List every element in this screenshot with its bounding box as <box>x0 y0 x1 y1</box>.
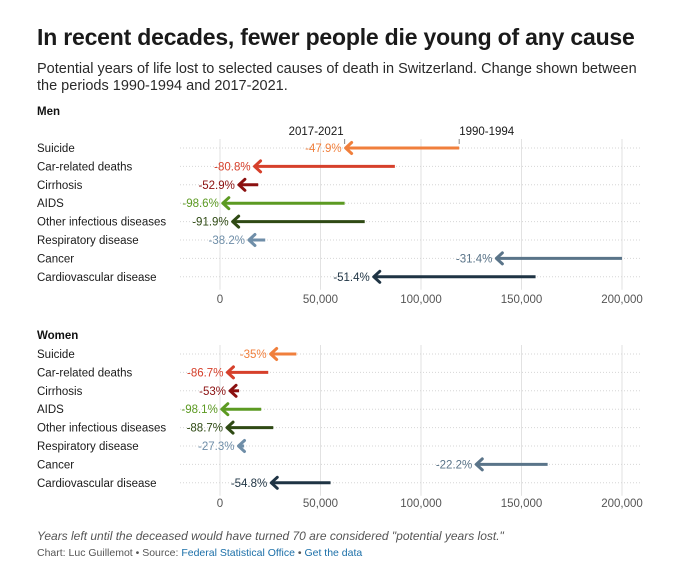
row-label: Cardiovascular disease <box>37 478 157 490</box>
x-tick-label: 100,000 <box>400 294 442 306</box>
percent-change-label: -47.9% <box>305 143 341 155</box>
arrow-head <box>344 141 354 155</box>
arrow-head <box>237 177 247 192</box>
arrow-head <box>225 365 235 380</box>
percent-change-label: -80.8% <box>214 161 250 173</box>
arrow-head <box>225 420 235 435</box>
x-tick-label: 50,000 <box>303 294 338 306</box>
row-label: Car-related deaths <box>37 161 132 173</box>
percent-change-label: -53% <box>199 386 226 398</box>
credit-prefix: Chart: Luc Guillemot • Source: <box>37 547 182 559</box>
x-tick-label: 0 <box>217 498 223 510</box>
panel-title: Women <box>37 330 78 342</box>
credit-separator: • <box>294 547 305 559</box>
arrow-head <box>221 196 231 211</box>
arrow-head <box>231 214 241 229</box>
arrow-head <box>269 347 279 361</box>
row-label: AIDS <box>37 198 64 210</box>
percent-change-label: -52.9% <box>198 180 234 192</box>
arrow-head <box>228 383 238 398</box>
row-label: Car-related deaths <box>37 367 132 379</box>
source-link[interactable]: Federal Statistical Office <box>181 547 295 559</box>
row-label: Cancer <box>37 459 74 471</box>
percent-change-label: -27.3% <box>198 441 234 453</box>
row-label: Cirrhosis <box>37 180 83 192</box>
row-label: Respiratory disease <box>37 441 139 453</box>
start-period-label: 1990-1994 <box>459 126 515 138</box>
row-label: Cardiovascular disease <box>37 272 157 284</box>
row-label: Other infectious diseases <box>37 423 166 435</box>
credits: Chart: Luc Guillemot • Source: Federal S… <box>37 547 362 559</box>
percent-change-label: -98.1% <box>181 404 217 416</box>
arrow-head <box>494 251 504 266</box>
x-tick-label: 150,000 <box>501 294 543 306</box>
percent-change-label: -91.9% <box>192 217 228 229</box>
percent-change-label: -51.4% <box>333 272 369 284</box>
percent-change-label: -86.7% <box>187 367 223 379</box>
chart-title: In recent decades, fewer people die youn… <box>37 24 635 50</box>
row-label: Cancer <box>37 253 74 265</box>
arrow-head <box>236 439 246 453</box>
percent-change-label: -22.2% <box>436 459 472 471</box>
arrow-head <box>220 402 230 417</box>
x-tick-label: 150,000 <box>501 498 543 510</box>
row-label: Cirrhosis <box>37 386 83 398</box>
chart-subtitle: Potential years of life lost to selected… <box>37 61 637 94</box>
arrow-head <box>372 269 382 284</box>
percent-change-label: -88.7% <box>187 423 223 435</box>
arrow-head <box>247 233 257 247</box>
x-tick-label: 100,000 <box>400 498 442 510</box>
percent-change-label: -38.2% <box>209 235 245 247</box>
arrow-head <box>474 457 484 472</box>
methodology-note: Years left until the deceased would have… <box>37 529 504 543</box>
percent-change-label: -31.4% <box>456 253 492 265</box>
percent-change-label: -98.6% <box>182 198 218 210</box>
x-tick-label: 0 <box>217 294 223 306</box>
arrow-head <box>253 159 263 174</box>
percent-change-label: -35% <box>240 349 267 361</box>
get-data-link[interactable]: Get the data <box>304 547 363 559</box>
end-period-label: 2017-2021 <box>289 126 344 138</box>
row-label: Suicide <box>37 349 75 361</box>
x-tick-label: 50,000 <box>303 498 338 510</box>
arrow-head <box>269 475 279 490</box>
row-label: Respiratory disease <box>37 235 139 247</box>
row-label: Suicide <box>37 143 75 155</box>
row-label: Other infectious diseases <box>37 217 166 229</box>
x-tick-label: 200,000 <box>601 294 643 306</box>
percent-change-label: -54.8% <box>231 478 267 490</box>
x-tick-label: 200,000 <box>601 498 643 510</box>
row-label: AIDS <box>37 404 64 416</box>
panel-title: Men <box>37 106 60 118</box>
